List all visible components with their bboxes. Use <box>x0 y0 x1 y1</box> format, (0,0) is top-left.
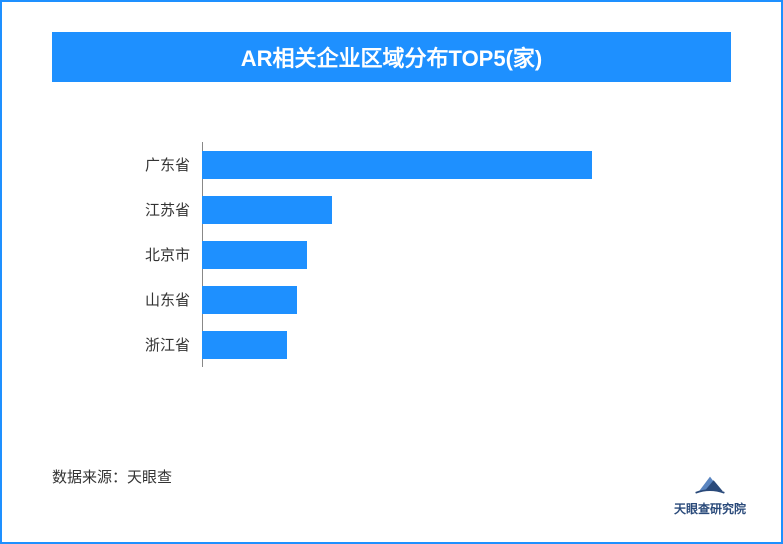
source-value: 天眼查 <box>127 469 172 486</box>
bar <box>202 241 307 269</box>
logo-text: 天眼查研究院 <box>674 500 746 517</box>
bars-container: 广东省江苏省北京市山东省浙江省 <box>122 142 682 367</box>
bar-row: 山东省 <box>122 277 682 322</box>
source-label: 数据来源： <box>52 469 127 486</box>
chart-container: AR相关企业区域分布TOP5(家) 广东省江苏省北京市山东省浙江省 数据来源：天… <box>0 0 783 544</box>
bar <box>202 151 592 179</box>
data-source: 数据来源：天眼查 <box>52 466 172 487</box>
bar-row: 北京市 <box>122 232 682 277</box>
logo-area: 天眼查研究院 <box>674 467 746 517</box>
title-bar: AR相关企业区域分布TOP5(家) <box>52 32 731 82</box>
bar-label: 北京市 <box>122 244 196 265</box>
bar-row: 浙江省 <box>122 322 682 367</box>
bar-label: 广东省 <box>122 154 196 175</box>
bar-label: 江苏省 <box>122 199 196 220</box>
bar-row: 江苏省 <box>122 187 682 232</box>
bar <box>202 331 287 359</box>
bar <box>202 196 332 224</box>
chart-area: 广东省江苏省北京市山东省浙江省 <box>122 142 682 392</box>
bar <box>202 286 297 314</box>
chart-title: AR相关企业区域分布TOP5(家) <box>241 41 543 73</box>
bar-label: 山东省 <box>122 289 196 310</box>
tianyancha-logo-icon <box>692 467 728 497</box>
bar-row: 广东省 <box>122 142 682 187</box>
bar-label: 浙江省 <box>122 334 196 355</box>
